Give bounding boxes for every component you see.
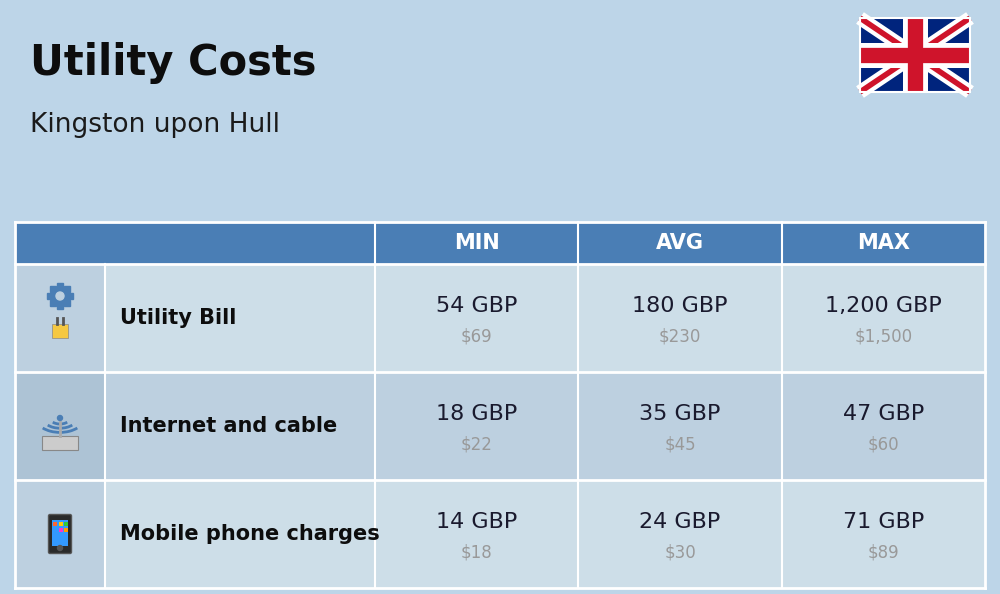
Bar [42,436,78,450]
Text: $30: $30 [664,543,696,561]
Bar [64,286,70,292]
Text: 54 GBP: 54 GBP [436,296,517,316]
Text: Mobile phone charges: Mobile phone charges [120,524,380,544]
Text: $1,500: $1,500 [854,327,912,345]
Text: Utility Costs: Utility Costs [30,42,316,84]
Bar [58,522,62,526]
Circle shape [58,415,62,421]
Bar [57,303,63,309]
Bar [64,522,68,526]
Bar [860,18,970,92]
Text: $230: $230 [659,327,701,345]
Bar [50,300,56,306]
Bar [15,372,985,480]
Bar [15,264,985,372]
Bar [15,372,105,480]
Text: $22: $22 [461,435,493,453]
FancyBboxPatch shape [48,514,72,554]
Bar [15,480,105,588]
Bar [47,293,53,299]
Text: Utility Bill: Utility Bill [120,308,236,328]
Circle shape [51,287,69,305]
Bar [52,324,68,338]
Text: 24 GBP: 24 GBP [639,512,721,532]
Text: 35 GBP: 35 GBP [639,404,721,424]
Text: $89: $89 [868,543,899,561]
Text: $18: $18 [461,543,493,561]
Bar [64,528,68,532]
Text: $60: $60 [868,435,899,453]
Bar [64,300,70,306]
Text: 47 GBP: 47 GBP [843,404,924,424]
Bar [860,18,970,92]
Text: MAX: MAX [857,233,910,253]
Circle shape [58,545,62,551]
Bar [57,283,63,289]
Text: Kingston upon Hull: Kingston upon Hull [30,112,280,138]
Text: 180 GBP: 180 GBP [632,296,728,316]
Text: $69: $69 [461,327,492,345]
Text: 18 GBP: 18 GBP [436,404,517,424]
Bar [15,264,105,372]
Bar [50,286,56,292]
Bar [15,222,985,264]
Bar [58,528,62,532]
Text: 1,200 GBP: 1,200 GBP [825,296,942,316]
Bar [67,293,73,299]
Bar [15,480,985,588]
Text: 14 GBP: 14 GBP [436,512,517,532]
Circle shape [56,292,64,300]
Text: Internet and cable: Internet and cable [120,416,337,436]
Text: $45: $45 [664,435,696,453]
Text: MIN: MIN [454,233,500,253]
Bar [53,528,57,532]
Bar [53,522,57,526]
Text: AVG: AVG [656,233,704,253]
Text: 71 GBP: 71 GBP [843,512,924,532]
Bar [52,520,68,546]
